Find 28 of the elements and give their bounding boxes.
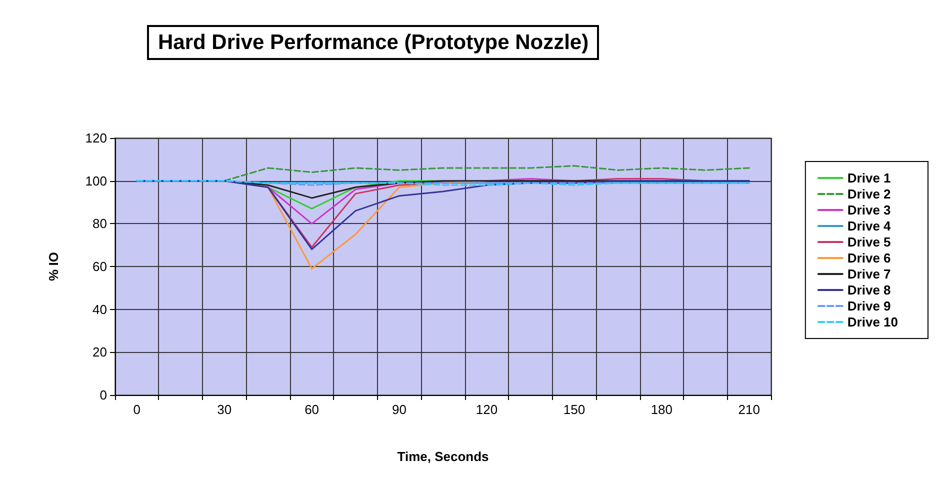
x-tick-label: 30 bbox=[217, 402, 232, 417]
x-axis-title: Time, Seconds bbox=[397, 449, 489, 464]
x-tick-label: 210 bbox=[738, 402, 760, 417]
x-tick-label: 150 bbox=[563, 402, 586, 417]
legend-label: Drive 5 bbox=[847, 234, 891, 250]
legend-label: Drive 8 bbox=[847, 282, 891, 298]
legend-label: Drive 1 bbox=[847, 170, 891, 186]
y-tick-label: 0 bbox=[100, 388, 107, 402]
x-tick-label: 60 bbox=[304, 402, 320, 417]
x-tick-label: 0 bbox=[133, 402, 140, 417]
y-axis-title: % IO bbox=[46, 252, 61, 281]
y-tick-label: 80 bbox=[92, 216, 107, 232]
y-tick-label: 60 bbox=[92, 259, 107, 274]
y-tick-label: 100 bbox=[85, 173, 107, 188]
legend-label: Drive 3 bbox=[847, 202, 891, 218]
legend-label: Drive 4 bbox=[847, 218, 892, 234]
y-tick-label: 120 bbox=[85, 130, 107, 146]
legend-label: Drive 6 bbox=[847, 250, 891, 266]
y-tick-label: 20 bbox=[92, 344, 107, 360]
legend-label: Drive 7 bbox=[847, 266, 891, 282]
x-tick-label: 90 bbox=[392, 402, 406, 417]
y-tick-label: 40 bbox=[92, 302, 107, 317]
legend-label: Drive 9 bbox=[847, 298, 891, 314]
x-tick-label: 120 bbox=[476, 402, 498, 417]
legend-label: Drive 2 bbox=[847, 186, 891, 202]
legend-label: Drive 10 bbox=[847, 314, 898, 330]
x-tick-label: 180 bbox=[650, 402, 673, 417]
chart-title: Hard Drive Performance (Prototype Nozzle) bbox=[158, 31, 589, 54]
